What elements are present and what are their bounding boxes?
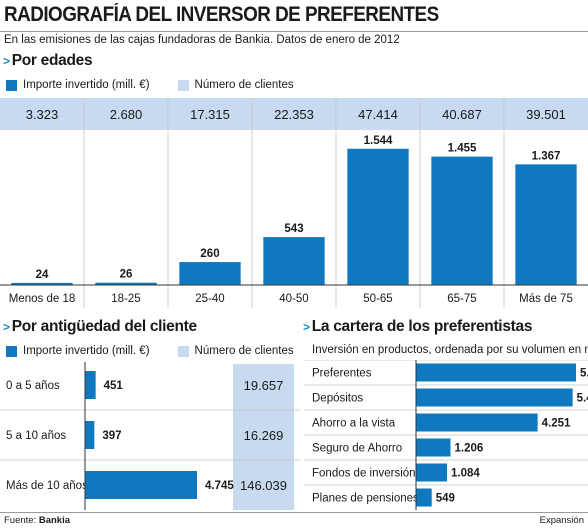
age-chart: 3.323 24 Menos de 18 2.680 26 18-25 17.315 260 2… — [0, 98, 588, 308]
category-label: Fondos de inversión — [312, 468, 416, 480]
bar — [85, 471, 197, 499]
brand-label: Expansión — [539, 515, 584, 526]
legend-clients-swatch — [177, 79, 189, 91]
bar-value-label: 5.474 — [577, 393, 588, 405]
source-note: Fuente: Bankia — [4, 515, 70, 526]
legend-invested-label: Importe invertido (mill. €) — [23, 345, 150, 357]
client-count-label: 47.414 — [358, 107, 398, 122]
bar-value-label: 4.745 — [205, 480, 234, 492]
bar-value-label: 5.592 — [580, 368, 588, 380]
category-label: Planes de pensiones — [312, 493, 419, 505]
client-count-label: 16.269 — [244, 428, 284, 443]
page-title: RADIOGRAFÍA DEL INVERSOR DE PREFERENTES — [4, 3, 439, 26]
bar — [416, 488, 432, 507]
page-subtitle: En las emisiones de las cajas fundadoras… — [4, 34, 400, 46]
title-divider — [0, 31, 588, 32]
category-label: Ahorro a la vista — [312, 418, 396, 430]
category-label: Depósitos — [312, 393, 363, 405]
bar-value-label: 26 — [120, 269, 133, 281]
bar — [95, 282, 157, 285]
portfolio-chart: Preferentes 5.592 Depósitos 5.474 Ahorro a l… — [304, 360, 588, 510]
client-count-label: 39.501 — [526, 107, 566, 122]
category-label: Seguro de Ahorro — [312, 443, 402, 455]
legend-invested-label: Importe invertido (mill. €) — [23, 79, 150, 91]
legend-clients-label: Número de clientes — [194, 79, 294, 91]
legend-clients-swatch — [177, 345, 189, 357]
section-age-title: > Por edades — [3, 52, 93, 70]
bar-value-label: 543 — [284, 223, 303, 235]
category-label: Más de 75 — [519, 293, 573, 305]
client-count-label: 17.315 — [190, 107, 230, 122]
bar-value-label: 451 — [104, 380, 124, 392]
legend-invested-swatch — [6, 79, 17, 91]
bar-value-label: 1.206 — [455, 443, 484, 455]
bar-value-label: 260 — [200, 248, 219, 260]
category-label: 40-50 — [279, 293, 308, 305]
section-arrow-icon: > — [3, 320, 10, 334]
bar — [416, 438, 451, 457]
bar-value-label: 24 — [36, 269, 49, 281]
category-label: 0 a 5 años — [6, 380, 60, 392]
bar — [416, 463, 448, 482]
category-label: 5 a 10 años — [6, 430, 66, 442]
section-portfolio-label: La cartera de los preferentistas — [311, 318, 533, 335]
client-count-label: 40.687 — [442, 107, 482, 122]
category-label: Más de 10 años — [6, 480, 88, 492]
section-seniority-label: Por antigüedad del cliente — [11, 318, 197, 335]
bar — [515, 164, 577, 285]
legend-age: Importe invertido (mill. €) Número de cl… — [6, 79, 294, 91]
bar-value-label: 397 — [102, 430, 121, 442]
bar — [85, 371, 96, 399]
bar — [347, 148, 409, 285]
legend-seniority: Importe invertido (mill. €) Número de cl… — [6, 345, 294, 357]
section-portfolio-title: > La cartera de los preferentistas — [303, 318, 532, 336]
bar — [85, 421, 95, 449]
client-count-label: 19.657 — [244, 378, 284, 393]
bar — [179, 262, 241, 285]
bar — [263, 237, 325, 285]
category-label: 50-65 — [363, 293, 392, 305]
category-label: 65-75 — [447, 293, 476, 305]
bar-value-label: 549 — [436, 493, 455, 505]
section-age-label: Por edades — [11, 52, 93, 69]
client-count-label: 146.039 — [240, 478, 287, 493]
clients-band — [0, 98, 588, 130]
footer-divider — [0, 512, 588, 513]
legend-invested-swatch — [6, 345, 17, 357]
bar-value-label: 1.455 — [448, 143, 477, 155]
client-count-label: 3.323 — [26, 107, 59, 122]
bar — [416, 363, 576, 382]
category-label: Preferentes — [312, 368, 372, 380]
bar — [11, 282, 73, 285]
section-arrow-icon: > — [303, 320, 310, 334]
bar-value-label: 1.544 — [364, 135, 393, 147]
client-count-label: 22.353 — [274, 107, 314, 122]
portfolio-subtitle: Inversión en productos, ordenada por su … — [312, 344, 588, 356]
category-label: 25-40 — [195, 293, 224, 305]
bar-value-label: 1.084 — [451, 468, 480, 480]
legend-clients-label: Número de clientes — [194, 345, 294, 357]
clients-band — [233, 364, 294, 510]
bar-value-label: 4.251 — [542, 418, 571, 430]
source-prefix: Fuente: — [4, 515, 39, 526]
bar-value-label: 1.367 — [532, 150, 561, 162]
seniority-chart: 0 a 5 años 451 19.657 5 a 10 años 397 16.269 M… — [0, 362, 300, 510]
bar — [431, 156, 493, 285]
source-name: Bankia — [38, 515, 71, 526]
section-arrow-icon: > — [3, 54, 10, 68]
bar — [416, 413, 538, 432]
client-count-label: 2.680 — [110, 107, 143, 122]
category-label: Menos de 18 — [9, 293, 76, 305]
section-seniority-title: > Por antigüedad del cliente — [3, 318, 197, 336]
bar — [416, 388, 573, 407]
category-label: 18-25 — [111, 293, 140, 305]
